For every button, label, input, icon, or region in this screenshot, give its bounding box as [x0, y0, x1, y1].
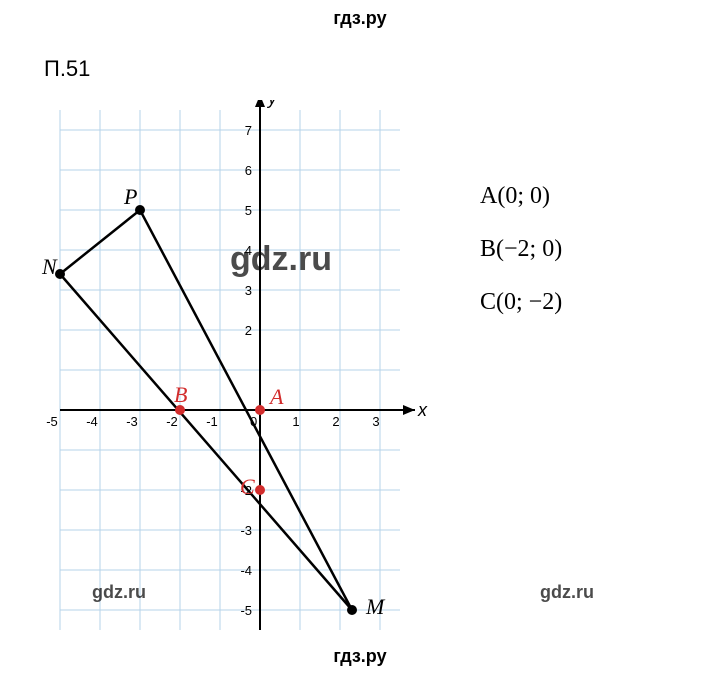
svg-text:6: 6	[245, 163, 252, 178]
svg-text:2: 2	[245, 323, 252, 338]
svg-text:-3: -3	[240, 523, 252, 538]
watermark-top: гдз.ру	[0, 8, 720, 29]
svg-text:M: M	[365, 594, 386, 619]
svg-text:3: 3	[245, 283, 252, 298]
svg-text:-3: -3	[126, 414, 138, 429]
svg-text:P: P	[123, 184, 137, 209]
svg-text:N: N	[41, 254, 58, 279]
coord-A: A(0; 0)	[480, 170, 562, 223]
svg-text:5: 5	[245, 203, 252, 218]
svg-text:-1: -1	[206, 414, 218, 429]
svg-text:-2: -2	[166, 414, 178, 429]
watermark-bottom-right: gdz.ru	[540, 582, 594, 603]
svg-text:-4: -4	[86, 414, 98, 429]
problem-label: П.51	[44, 56, 90, 82]
svg-text:3: 3	[372, 414, 379, 429]
svg-text:-4: -4	[240, 563, 252, 578]
svg-text:4: 4	[245, 243, 252, 258]
svg-text:y: y	[266, 100, 278, 108]
watermark-footer: гдз.ру	[0, 646, 720, 667]
svg-text:7: 7	[245, 123, 252, 138]
svg-text:C: C	[240, 474, 255, 499]
svg-text:A: A	[268, 384, 284, 409]
svg-text:-5: -5	[46, 414, 58, 429]
svg-text:2: 2	[332, 414, 339, 429]
svg-text:x: x	[417, 400, 428, 420]
coord-C: C(0; −2)	[480, 276, 562, 329]
svg-text:-5: -5	[240, 603, 252, 618]
svg-text:B: B	[174, 382, 187, 407]
coordinates-list: A(0; 0) B(−2; 0) C(0; −2)	[480, 170, 562, 328]
svg-text:1: 1	[292, 414, 299, 429]
coordinate-graph: xy-5-4-3-2-1123-5-4-3-22345670NPMABC	[40, 100, 430, 655]
coord-B: B(−2; 0)	[480, 223, 562, 276]
